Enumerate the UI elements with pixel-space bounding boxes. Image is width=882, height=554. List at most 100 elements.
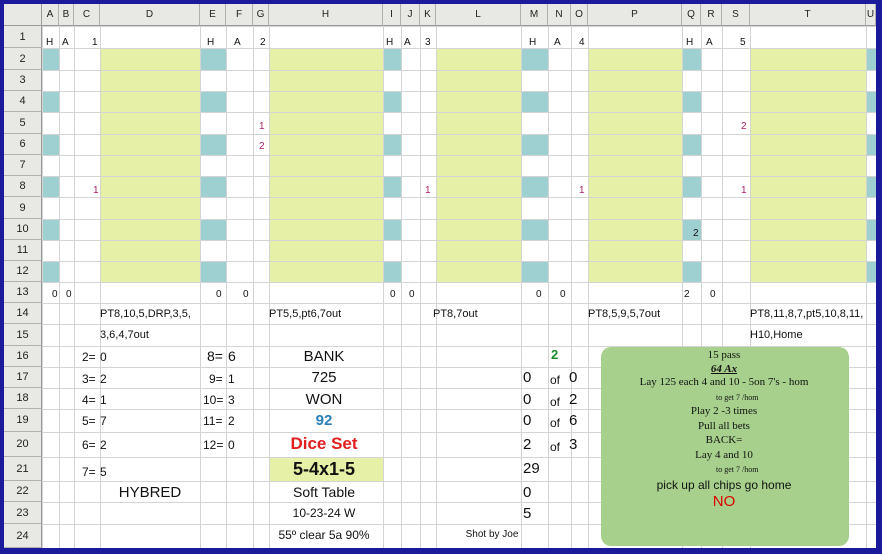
teal-fill — [521, 134, 548, 155]
row-header-18[interactable]: 18 — [4, 388, 42, 409]
grid-hline — [42, 432, 876, 433]
grid-hline — [42, 324, 876, 325]
column-header-n[interactable]: N — [548, 4, 571, 26]
cell-value: 0 — [228, 438, 235, 452]
cell-value: 7 — [100, 414, 107, 428]
grid-vline — [436, 26, 437, 548]
row-header-3[interactable]: 3 — [4, 70, 42, 91]
column-header-a[interactable]: A — [42, 4, 59, 26]
row-header-7[interactable]: 7 — [4, 155, 42, 176]
row-header-24[interactable]: 24 — [4, 524, 42, 548]
grid-vline — [253, 26, 254, 548]
grid-hline — [42, 261, 876, 262]
column-header-h[interactable]: H — [269, 4, 383, 26]
row-header-21[interactable]: 21 — [4, 457, 42, 481]
column-header-p[interactable]: P — [588, 4, 682, 26]
grid-vline — [200, 26, 201, 548]
column-header-u[interactable]: U — [866, 4, 876, 26]
column-header-j[interactable]: J — [401, 4, 420, 26]
teal-fill — [42, 91, 59, 112]
cell-value: 3 — [228, 393, 235, 407]
teal-fill — [200, 176, 226, 197]
row-header-6[interactable]: 6 — [4, 134, 42, 155]
cell-value: H — [46, 37, 54, 48]
row-header-13[interactable]: 13 — [4, 282, 42, 303]
row-header-22[interactable]: 22 — [4, 481, 42, 502]
teal-fill — [42, 48, 59, 70]
row-header-12[interactable]: 12 — [4, 261, 42, 282]
cell-value: 2 — [523, 436, 532, 453]
row-header-17[interactable]: 17 — [4, 367, 42, 388]
row-header-19[interactable]: 19 — [4, 409, 42, 432]
cell-value: 0 — [409, 289, 415, 300]
teal-fill — [521, 48, 548, 70]
row-header-4[interactable]: 4 — [4, 91, 42, 112]
cell-value: PT5,5,pt6,7out — [269, 308, 342, 320]
teal-fill — [682, 91, 701, 112]
grid-vline — [100, 26, 101, 548]
column-header-i[interactable]: I — [383, 4, 401, 26]
column-header-c[interactable]: C — [74, 4, 100, 26]
column-header-q[interactable]: Q — [682, 4, 701, 26]
column-header-s[interactable]: S — [722, 4, 750, 26]
column-header-b[interactable]: B — [59, 4, 74, 26]
cell-value: 0 — [243, 289, 249, 300]
grid-hline — [42, 481, 876, 482]
column-header-l[interactable]: L — [436, 4, 521, 26]
row-header-20[interactable]: 20 — [4, 432, 42, 457]
cell-value: 2 — [569, 391, 578, 408]
row-header-5[interactable]: 5 — [4, 112, 42, 134]
cell-value: A — [404, 37, 411, 48]
grid-hline — [42, 303, 876, 304]
cell-value: H10,Home — [750, 329, 803, 341]
grid-hline — [42, 457, 876, 458]
strategy-notes-box[interactable] — [601, 347, 849, 546]
teal-fill — [383, 219, 401, 240]
row-header-9[interactable]: 9 — [4, 197, 42, 219]
cell-value: 9= — [209, 372, 223, 386]
row-header-8[interactable]: 8 — [4, 176, 42, 197]
select-all-corner[interactable] — [4, 4, 42, 26]
row-header-15[interactable]: 15 — [4, 324, 42, 346]
column-header-r[interactable]: R — [701, 4, 722, 26]
cell-value: PT8,10,5,DRP,3,5, — [100, 308, 191, 320]
teal-fill — [866, 261, 876, 282]
row-header-2[interactable]: 2 — [4, 48, 42, 70]
row-header-23[interactable]: 23 — [4, 502, 42, 524]
grid-hline — [42, 70, 876, 71]
cell-value: 64 Ax — [710, 363, 738, 375]
cell-value: 2 — [260, 37, 266, 48]
row-header-11[interactable]: 11 — [4, 240, 42, 261]
column-header-g[interactable]: G — [253, 4, 269, 26]
teal-fill — [682, 176, 701, 197]
column-header-o[interactable]: O — [571, 4, 588, 26]
cell-value: 4= — [82, 393, 96, 407]
grid-vline — [383, 26, 384, 548]
cell-value: 1 — [579, 185, 585, 196]
grid-vline — [866, 26, 867, 548]
cell-value: 3,6,4,7out — [100, 329, 149, 341]
teal-fill — [521, 91, 548, 112]
cell-value: 0 — [569, 369, 578, 386]
cell-value: 2 — [259, 141, 265, 152]
column-header-e[interactable]: E — [200, 4, 226, 26]
yellow-fill — [750, 48, 866, 282]
cell-value: of — [550, 373, 561, 387]
column-header-m[interactable]: M — [521, 4, 548, 26]
cell-value: NO — [712, 493, 736, 510]
cell-value: 0 — [52, 289, 58, 300]
teal-fill — [200, 134, 226, 155]
grid-hline — [42, 524, 876, 525]
row-header-16[interactable]: 16 — [4, 346, 42, 367]
column-header-t[interactable]: T — [750, 4, 866, 26]
cell-value: 10= — [203, 393, 224, 407]
column-header-f[interactable]: F — [226, 4, 253, 26]
column-header-k[interactable]: K — [420, 4, 436, 26]
row-header-1[interactable]: 1 — [4, 26, 42, 48]
grid-hline — [42, 219, 876, 220]
teal-fill — [521, 261, 548, 282]
row-header-10[interactable]: 10 — [4, 219, 42, 240]
row-header-14[interactable]: 14 — [4, 303, 42, 324]
column-header-d[interactable]: D — [100, 4, 200, 26]
grid-hline — [42, 240, 876, 241]
